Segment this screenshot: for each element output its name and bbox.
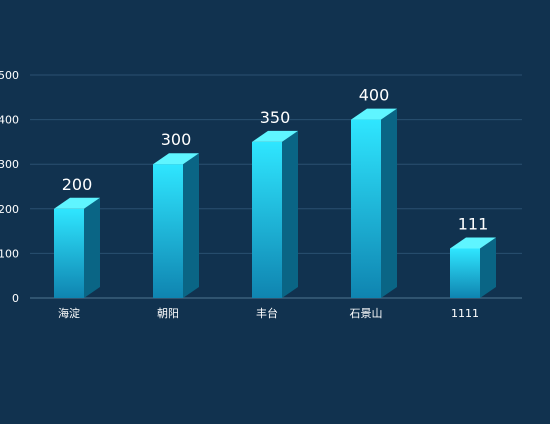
- bar-side: [381, 108, 397, 298]
- data-label: 400: [359, 86, 390, 105]
- bar-front: [54, 208, 84, 298]
- y-tick-label: 200: [0, 203, 19, 216]
- x-tick-label: 朝阳: [157, 307, 179, 320]
- y-tick-label: 300: [0, 158, 19, 171]
- bar-top: [54, 197, 100, 209]
- bar: 350: [252, 108, 298, 298]
- y-tick-label: 0: [12, 292, 19, 305]
- y-axis: 0 100 200 300 400 500: [0, 69, 19, 305]
- x-tick-label: 1111: [451, 307, 479, 320]
- bar-side: [183, 153, 199, 298]
- x-tick-label: 海淀: [58, 306, 80, 320]
- bar-front: [153, 164, 183, 298]
- x-tick-label: 石景山: [350, 307, 383, 320]
- bar-top: [351, 108, 397, 120]
- x-tick-label: 丰台: [256, 306, 278, 320]
- y-tick-label: 400: [0, 114, 19, 127]
- bar-top: [450, 237, 496, 249]
- data-label: 200: [62, 175, 93, 194]
- bar-side: [84, 197, 100, 298]
- bar-side: [480, 237, 496, 298]
- bar: 400: [351, 86, 397, 298]
- bar-top: [252, 130, 298, 142]
- y-tick-label: 500: [0, 69, 19, 82]
- y-tick-label: 100: [0, 247, 19, 260]
- bars: 200 300 350 400 111: [54, 86, 496, 298]
- bar-front: [252, 141, 282, 298]
- data-label: 350: [260, 108, 291, 127]
- bar-front: [351, 119, 381, 298]
- bar: 111: [450, 214, 496, 298]
- x-tick-labels: 海淀 朝阳 丰台 石景山 1111: [58, 306, 479, 320]
- bar: 300: [153, 130, 199, 298]
- bar-front: [450, 248, 480, 298]
- bar-side: [282, 130, 298, 298]
- bar-top: [153, 153, 199, 165]
- data-label: 111: [458, 214, 489, 233]
- data-label: 300: [161, 130, 192, 149]
- bar: 200: [54, 175, 100, 298]
